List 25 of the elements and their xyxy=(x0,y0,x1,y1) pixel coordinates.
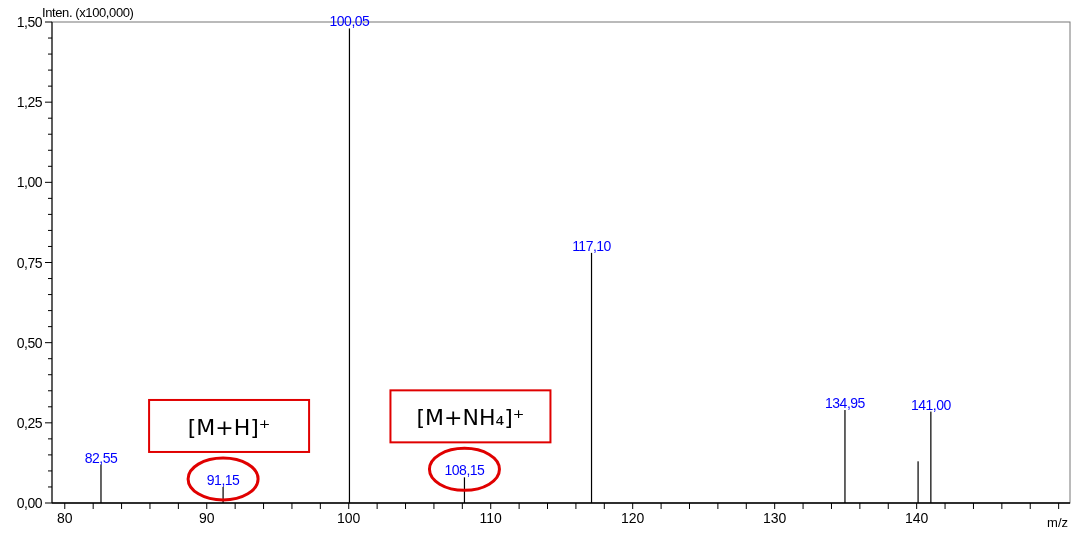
annotation: 108,15 xyxy=(444,462,486,479)
y-tick-label: 0,75 xyxy=(16,254,43,271)
y-tick-label: 1,25 xyxy=(16,94,43,111)
x-tick-label: 90 xyxy=(198,510,215,526)
x-tick-label: 120 xyxy=(621,510,645,526)
y-tick-label: 1,00 xyxy=(16,174,43,191)
y-tick-label: 0,25 xyxy=(16,414,43,431)
annotation: 91,15 xyxy=(206,471,241,488)
y-tick-label: 0,50 xyxy=(16,334,43,351)
annotation: 100,05 xyxy=(329,13,371,30)
annotation: 117,10 xyxy=(572,237,612,254)
x-tick-label: 110 xyxy=(479,510,503,526)
annotation: 141,00 xyxy=(910,396,952,413)
x-tick-label: 100 xyxy=(337,510,361,526)
y-axis-title: Inten. (x100,000) xyxy=(42,5,134,20)
y-tick-label: 1,50 xyxy=(16,14,43,30)
x-axis-title: m/z xyxy=(1047,515,1068,530)
annotation: [M+NH₄]⁺ xyxy=(416,405,525,431)
x-tick-label: 80 xyxy=(56,510,73,526)
x-tick-label: 130 xyxy=(763,510,787,526)
y-tick-label: 0,00 xyxy=(16,495,43,511)
x-tick-label: 140 xyxy=(904,510,929,526)
annotation: [M+H]⁺ xyxy=(187,414,271,440)
annotation: 82,55 xyxy=(84,449,118,466)
annotation: 134,95 xyxy=(825,395,866,412)
